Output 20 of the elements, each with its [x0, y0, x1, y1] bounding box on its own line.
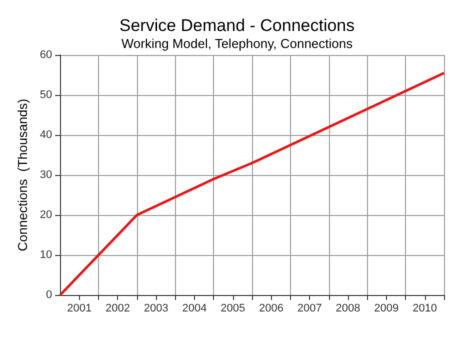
y-tick-label: 50 — [40, 89, 52, 101]
chart-subtitle: Working Model, Telephony, Connections — [121, 36, 354, 51]
y-tick-label: 0 — [46, 289, 52, 301]
y-tick-label: 10 — [40, 249, 52, 261]
y-tick-label: 30 — [40, 169, 52, 181]
y-axis-title: Connections (Thousands) — [15, 98, 30, 252]
x-tick-label: 2004 — [182, 302, 207, 314]
chart-title: Service Demand - Connections — [119, 16, 355, 35]
x-tick-label: 2001 — [67, 302, 92, 314]
x-tick-label: 2008 — [336, 302, 360, 314]
x-tick-label: 2006 — [259, 302, 284, 314]
x-tick-label: 2002 — [105, 302, 130, 314]
x-tick-label: 2010 — [412, 302, 438, 314]
x-tick-label: 2007 — [297, 302, 322, 314]
y-tick-label: 40 — [40, 129, 52, 141]
y-tick-label: 60 — [40, 49, 52, 61]
x-tick-label: 2009 — [374, 302, 399, 314]
x-tick-label: 2003 — [144, 302, 168, 314]
x-tick-label: 2005 — [220, 302, 246, 314]
y-tick-label: 20 — [40, 209, 52, 221]
